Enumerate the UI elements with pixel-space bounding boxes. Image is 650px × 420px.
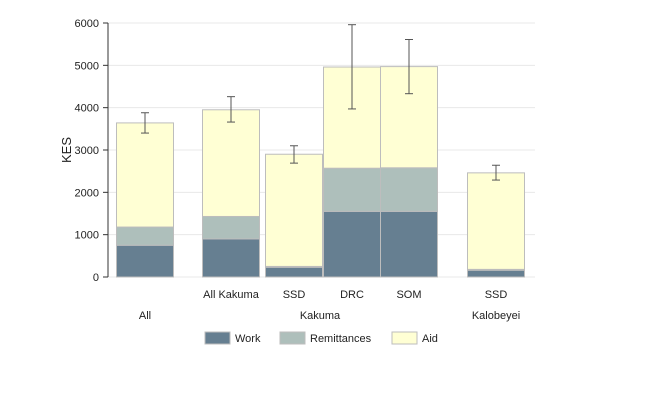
legend: Work Remittances Aid — [204, 331, 438, 345]
y-tick-label: 2000 — [75, 187, 99, 199]
bar-segment-work — [323, 210, 381, 278]
y-axis: 0 1000 2000 3000 4000 5000 6000 — [75, 18, 109, 284]
category-label: SOM — [396, 289, 421, 301]
y-tick-label: 6000 — [75, 18, 99, 30]
legend-label: Remittances — [310, 333, 372, 345]
bar-segment-work — [202, 238, 260, 278]
bar-segment-work — [467, 269, 525, 278]
bar-segment-work — [265, 266, 323, 278]
y-tick-label: 4000 — [75, 103, 99, 115]
bar-segment-remittances — [380, 167, 438, 212]
y-tick-label: 3000 — [75, 145, 99, 157]
y-tick-label: 5000 — [75, 60, 99, 72]
bar-segment-aid — [116, 122, 174, 228]
category-label: All Kakuma — [203, 289, 260, 301]
group-label: Kakuma — [300, 310, 341, 322]
error-bars — [141, 24, 500, 181]
y-tick-label: 0 — [93, 272, 99, 284]
bar-segment-aid — [467, 172, 525, 270]
legend-label: Aid — [422, 333, 438, 345]
group-label: Kalobeyei — [472, 310, 520, 322]
bar-segment-aid — [202, 109, 260, 217]
bar-segment-remittances — [202, 215, 260, 240]
bars — [116, 66, 525, 278]
legend-swatch — [204, 331, 231, 345]
bar-segment-remittances — [323, 167, 381, 212]
category-label: SSD — [485, 289, 508, 301]
category-label: DRC — [340, 289, 364, 301]
y-tick-label: 1000 — [75, 230, 99, 242]
group-label: All — [139, 310, 151, 322]
bar-segment-work — [380, 210, 438, 278]
bar-segment-remittances — [116, 226, 174, 246]
category-label: SSD — [283, 289, 306, 301]
bar-segment-aid — [265, 153, 323, 267]
x-axis-labels: All Kakuma SSD DRC SOM SSD All Kakuma Kalobeyei — [139, 289, 520, 322]
y-axis-title: KES — [59, 137, 74, 163]
legend-label: Work — [235, 333, 261, 345]
bar-segment-work — [116, 244, 174, 278]
legend-swatch — [391, 331, 418, 345]
legend-swatch — [279, 331, 306, 345]
